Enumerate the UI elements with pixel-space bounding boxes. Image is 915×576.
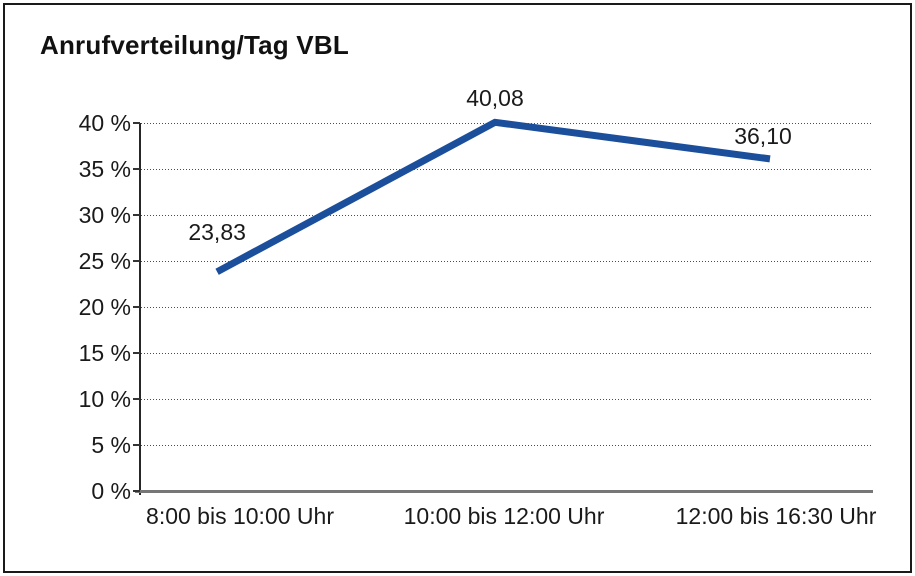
x-axis-line — [135, 490, 873, 493]
y-axis-tick — [133, 490, 140, 492]
gridline — [141, 260, 873, 262]
gridline — [141, 398, 873, 400]
y-tick-label: 35 % — [78, 156, 131, 182]
y-tick-label: 25 % — [78, 248, 131, 274]
gridline — [141, 168, 873, 170]
gridline — [141, 214, 873, 216]
y-axis-tick — [133, 306, 140, 308]
y-axis-tick — [133, 168, 140, 170]
y-axis-tick — [133, 122, 140, 124]
data-point-label: 36,10 — [734, 122, 792, 149]
y-axis-tick — [133, 444, 140, 446]
x-category-label: 12:00 bis 16:30 Uhr — [675, 503, 877, 529]
y-axis-tick — [133, 214, 140, 216]
y-tick-label: 10 % — [78, 386, 131, 412]
gridline — [141, 444, 873, 446]
data-point-label: 23,83 — [188, 218, 246, 245]
y-tick-label: 5 % — [91, 432, 131, 458]
chart-title: Anrufverteilung/Tag VBL — [40, 30, 349, 60]
gridline — [141, 352, 873, 354]
y-tick-label: 15 % — [78, 340, 131, 366]
y-axis-tick — [133, 260, 140, 262]
y-tick-label: 0 % — [91, 478, 131, 504]
plot-area: 23,83 40,08 36,10 — [133, 85, 873, 495]
y-axis-line — [139, 123, 141, 495]
series-line — [215, 118, 771, 275]
y-axis-tick — [133, 352, 140, 354]
data-point-label: 40,08 — [466, 85, 524, 112]
y-tick-label: 40 % — [78, 110, 131, 136]
gridline — [141, 306, 873, 308]
x-category-label: 10:00 bis 12:00 Uhr — [403, 503, 605, 529]
y-tick-label: 30 % — [78, 202, 131, 228]
y-tick-label: 20 % — [78, 294, 131, 320]
x-category-label: 8:00 bis 10:00 Uhr — [146, 503, 334, 529]
y-axis-tick — [133, 398, 140, 400]
